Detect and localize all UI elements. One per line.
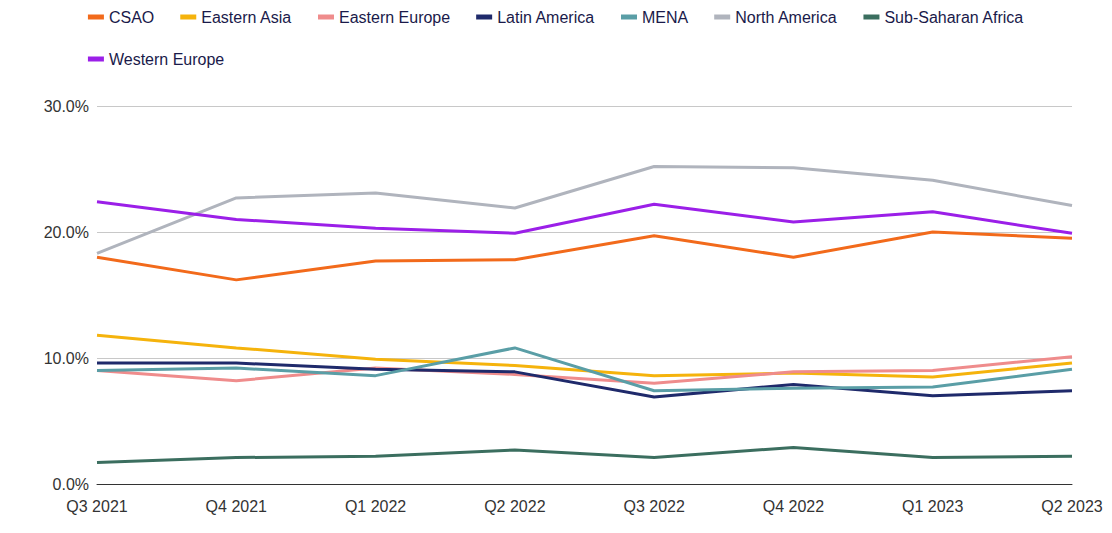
svg-text:Eastern Europe: Eastern Europe	[339, 9, 450, 26]
svg-text:Q1 2022: Q1 2022	[345, 498, 406, 515]
svg-text:10.0%: 10.0%	[44, 350, 89, 367]
svg-text:Q2 2023: Q2 2023	[1041, 498, 1102, 515]
svg-text:Latin America: Latin America	[497, 9, 594, 26]
svg-text:Eastern Asia: Eastern Asia	[201, 9, 291, 26]
svg-text:Q2 2022: Q2 2022	[484, 498, 545, 515]
svg-text:MENA: MENA	[642, 9, 689, 26]
svg-text:North America: North America	[735, 9, 836, 26]
svg-text:30.0%: 30.0%	[44, 98, 89, 115]
svg-text:Sub-Saharan Africa: Sub-Saharan Africa	[884, 9, 1023, 26]
svg-text:20.0%: 20.0%	[44, 224, 89, 241]
svg-text:Q1 2023: Q1 2023	[902, 498, 963, 515]
svg-text:Q4 2021: Q4 2021	[206, 498, 267, 515]
svg-text:Q4 2022: Q4 2022	[763, 498, 824, 515]
svg-text:0.0%: 0.0%	[53, 476, 89, 493]
svg-text:Q3 2022: Q3 2022	[623, 498, 684, 515]
svg-text:Western Europe: Western Europe	[109, 51, 224, 68]
svg-text:CSAO: CSAO	[109, 9, 154, 26]
svg-text:Q3 2021: Q3 2021	[66, 498, 127, 515]
